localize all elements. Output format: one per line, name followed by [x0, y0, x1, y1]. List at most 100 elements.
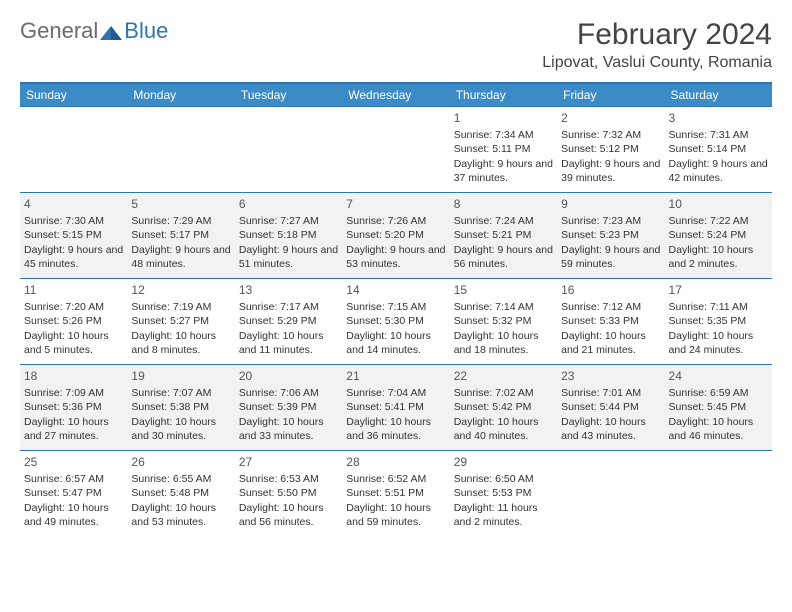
sunrise-text: Sunrise: 7:12 AM	[561, 300, 660, 314]
daylight-text: Daylight: 10 hours and 43 minutes.	[561, 415, 660, 443]
weekday-header: Friday	[557, 83, 664, 107]
day-number: 1	[454, 110, 553, 126]
sunset-text: Sunset: 5:23 PM	[561, 228, 660, 242]
daylight-text: Daylight: 9 hours and 51 minutes.	[239, 243, 338, 271]
day-number: 11	[24, 282, 123, 298]
calendar-day-cell: 5Sunrise: 7:29 AMSunset: 5:17 PMDaylight…	[127, 193, 234, 279]
sunrise-text: Sunrise: 6:59 AM	[669, 386, 768, 400]
calendar-day-cell: 26Sunrise: 6:55 AMSunset: 5:48 PMDayligh…	[127, 451, 234, 537]
day-number: 12	[131, 282, 230, 298]
sunset-text: Sunset: 5:15 PM	[24, 228, 123, 242]
daylight-text: Daylight: 10 hours and 36 minutes.	[346, 415, 445, 443]
day-number: 19	[131, 368, 230, 384]
weekday-header: Saturday	[665, 83, 772, 107]
day-number: 8	[454, 196, 553, 212]
sunrise-text: Sunrise: 7:15 AM	[346, 300, 445, 314]
sunset-text: Sunset: 5:29 PM	[239, 314, 338, 328]
sunset-text: Sunset: 5:53 PM	[454, 486, 553, 500]
calendar-day-cell: 7 Sunrise: 7:26 AMSunset: 5:20 PMDaylight…	[342, 193, 449, 279]
calendar-day-cell: 15Sunrise: 7:14 AMSunset: 5:32 PMDayligh…	[450, 279, 557, 365]
weekday-header: Thursday	[450, 83, 557, 107]
sunset-text: Sunset: 5:12 PM	[561, 142, 660, 156]
day-number: 29	[454, 454, 553, 470]
calendar-day-cell: 11Sunrise: 7:20 AMSunset: 5:26 PMDayligh…	[20, 279, 127, 365]
sunrise-text: Sunrise: 7:04 AM	[346, 386, 445, 400]
sunset-text: Sunset: 5:30 PM	[346, 314, 445, 328]
daylight-text: Daylight: 10 hours and 53 minutes.	[131, 501, 230, 529]
daylight-text: Daylight: 9 hours and 48 minutes.	[131, 243, 230, 271]
calendar-day-cell: 16Sunrise: 7:12 AMSunset: 5:33 PMDayligh…	[557, 279, 664, 365]
sunrise-text: Sunrise: 7:26 AM	[346, 214, 445, 228]
day-number: 17	[669, 282, 768, 298]
calendar-day-cell: 18Sunrise: 7:09 AMSunset: 5:36 PMDayligh…	[20, 365, 127, 451]
weekday-header: Wednesday	[342, 83, 449, 107]
sunrise-text: Sunrise: 7:01 AM	[561, 386, 660, 400]
sunset-text: Sunset: 5:11 PM	[454, 142, 553, 156]
sunrise-text: Sunrise: 7:07 AM	[131, 386, 230, 400]
sunrise-text: Sunrise: 7:29 AM	[131, 214, 230, 228]
daylight-text: Daylight: 9 hours and 56 minutes.	[454, 243, 553, 271]
calendar-empty-cell	[127, 107, 234, 193]
daylight-text: Daylight: 10 hours and 14 minutes.	[346, 329, 445, 357]
sunset-text: Sunset: 5:39 PM	[239, 400, 338, 414]
day-number: 26	[131, 454, 230, 470]
sunrise-text: Sunrise: 7:14 AM	[454, 300, 553, 314]
sunrise-text: Sunrise: 7:09 AM	[24, 386, 123, 400]
day-number: 4	[24, 196, 123, 212]
logo-text-blue: Blue	[124, 18, 168, 44]
sunrise-text: Sunrise: 6:55 AM	[131, 472, 230, 486]
sunrise-text: Sunrise: 7:19 AM	[131, 300, 230, 314]
day-number: 27	[239, 454, 338, 470]
sunset-text: Sunset: 5:17 PM	[131, 228, 230, 242]
daylight-text: Daylight: 9 hours and 53 minutes.	[346, 243, 445, 271]
sunset-text: Sunset: 5:47 PM	[24, 486, 123, 500]
sunset-text: Sunset: 5:44 PM	[561, 400, 660, 414]
daylight-text: Daylight: 9 hours and 37 minutes.	[454, 157, 553, 185]
calendar-day-cell: 2Sunrise: 7:32 AMSunset: 5:12 PMDaylight…	[557, 107, 664, 193]
sunrise-text: Sunrise: 7:24 AM	[454, 214, 553, 228]
calendar-empty-cell	[342, 107, 449, 193]
day-number: 24	[669, 368, 768, 384]
sunset-text: Sunset: 5:33 PM	[561, 314, 660, 328]
calendar-day-cell: 13Sunrise: 7:17 AMSunset: 5:29 PMDayligh…	[235, 279, 342, 365]
calendar-day-cell: 14Sunrise: 7:15 AMSunset: 5:30 PMDayligh…	[342, 279, 449, 365]
daylight-text: Daylight: 10 hours and 11 minutes.	[239, 329, 338, 357]
day-number: 13	[239, 282, 338, 298]
logo-text-general: General	[20, 18, 98, 44]
sunrise-text: Sunrise: 7:23 AM	[561, 214, 660, 228]
daylight-text: Daylight: 10 hours and 5 minutes.	[24, 329, 123, 357]
sunset-text: Sunset: 5:14 PM	[669, 142, 768, 156]
daylight-text: Daylight: 10 hours and 18 minutes.	[454, 329, 553, 357]
sunset-text: Sunset: 5:18 PM	[239, 228, 338, 242]
calendar-empty-cell	[20, 107, 127, 193]
calendar-empty-cell	[557, 451, 664, 537]
sunrise-text: Sunrise: 7:34 AM	[454, 128, 553, 142]
weekday-header: Tuesday	[235, 83, 342, 107]
calendar-day-cell: 3Sunrise: 7:31 AMSunset: 5:14 PMDaylight…	[665, 107, 772, 193]
sunset-text: Sunset: 5:20 PM	[346, 228, 445, 242]
sunset-text: Sunset: 5:27 PM	[131, 314, 230, 328]
sunset-text: Sunset: 5:51 PM	[346, 486, 445, 500]
daylight-text: Daylight: 10 hours and 40 minutes.	[454, 415, 553, 443]
calendar-empty-cell	[235, 107, 342, 193]
daylight-text: Daylight: 10 hours and 8 minutes.	[131, 329, 230, 357]
daylight-text: Daylight: 10 hours and 46 minutes.	[669, 415, 768, 443]
day-number: 7	[346, 196, 445, 212]
title-block: February 2024 Lipovat, Vaslui County, Ro…	[542, 18, 772, 72]
daylight-text: Daylight: 10 hours and 30 minutes.	[131, 415, 230, 443]
sunset-text: Sunset: 5:35 PM	[669, 314, 768, 328]
day-number: 10	[669, 196, 768, 212]
day-number: 20	[239, 368, 338, 384]
sunrise-text: Sunrise: 7:31 AM	[669, 128, 768, 142]
sunset-text: Sunset: 5:41 PM	[346, 400, 445, 414]
sunset-text: Sunset: 5:50 PM	[239, 486, 338, 500]
calendar-week-row: 18Sunrise: 7:09 AMSunset: 5:36 PMDayligh…	[20, 365, 772, 451]
sunrise-text: Sunrise: 7:32 AM	[561, 128, 660, 142]
sunrise-text: Sunrise: 6:53 AM	[239, 472, 338, 486]
calendar-day-cell: 17Sunrise: 7:11 AMSunset: 5:35 PMDayligh…	[665, 279, 772, 365]
daylight-text: Daylight: 10 hours and 24 minutes.	[669, 329, 768, 357]
weekday-header: Monday	[127, 83, 234, 107]
day-number: 21	[346, 368, 445, 384]
header: General Blue February 2024 Lipovat, Vasl…	[20, 18, 772, 72]
sunrise-text: Sunrise: 6:52 AM	[346, 472, 445, 486]
